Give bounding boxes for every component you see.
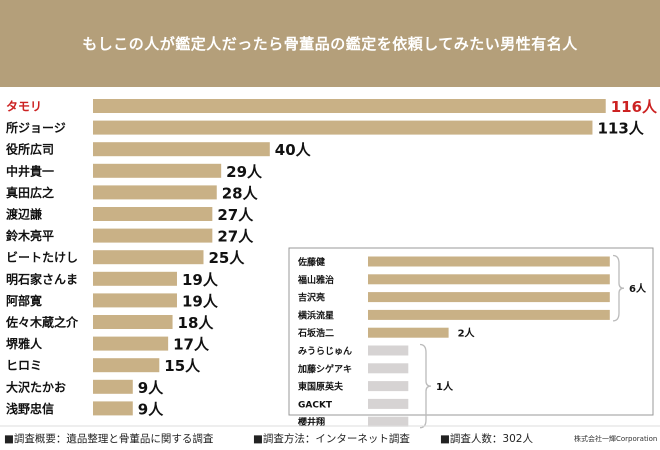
inset-bar — [368, 398, 409, 409]
value-label: 9人 — [138, 400, 164, 418]
inset-category-label: 福山雅治 — [297, 274, 334, 286]
inset-value-label: 1人 — [436, 380, 454, 393]
inset-bar — [368, 274, 610, 285]
category-label: 渡辺謙 — [6, 207, 42, 222]
category-label: タモリ — [6, 100, 42, 114]
chart-title: もしこの人が鑑定人だったら骨董品の鑑定を依頼してみたい男性有名人 — [82, 35, 578, 53]
inset-category-label: 加藤シゲアキ — [297, 363, 352, 375]
inset-bar — [368, 363, 409, 374]
survey-count-note: ■調査人数：302人 — [440, 433, 533, 445]
inset-bar — [368, 345, 409, 356]
category-label: 中井貴一 — [6, 163, 54, 178]
category-label: 役所広司 — [6, 142, 54, 157]
inset-value-label: 6人 — [629, 282, 647, 295]
value-label: 113人 — [597, 120, 644, 138]
bar — [93, 228, 213, 243]
bar — [93, 271, 177, 286]
category-label: ビートたけし — [6, 250, 78, 265]
value-label: 15人 — [164, 357, 201, 375]
bar — [93, 379, 133, 394]
bar — [93, 336, 169, 351]
category-label: 浅野忠信 — [6, 401, 54, 416]
bar — [93, 358, 160, 373]
company-credit: 株式会社一輝Corporation — [574, 435, 658, 443]
inset-bar — [368, 309, 610, 320]
value-label: 27人 — [217, 206, 254, 224]
bar — [93, 185, 217, 200]
bar — [93, 250, 204, 265]
inset-category-label: 吉沢亮 — [298, 292, 325, 304]
category-label: 鈴木亮平 — [6, 228, 54, 243]
inset-bar — [368, 381, 409, 392]
inset-bar — [368, 327, 449, 338]
value-label: 40人 — [275, 141, 312, 159]
inset-value-label: 2人 — [458, 327, 476, 340]
inset-category-label: 東国原英夫 — [298, 381, 344, 393]
bar — [93, 120, 593, 135]
category-label: 明石家さんま — [6, 271, 78, 286]
survey-summary-note: ■調査概要：遺品整理と骨董品に関する調査 — [4, 433, 214, 445]
value-label: 19人 — [182, 292, 219, 310]
category-label: 大沢たかお — [6, 379, 66, 394]
bar — [93, 315, 173, 329]
footer: ■調査概要：遺品整理と骨董品に関する調査 ■調査方法：インターネット調査 ■調査… — [0, 428, 660, 450]
value-label: 28人 — [222, 184, 259, 202]
survey-method-note: ■調査方法：インターネット調査 — [253, 433, 410, 445]
inset-bar — [368, 292, 610, 303]
inset-category-label: GACKT — [298, 400, 333, 410]
inset-category-label: 佐藤健 — [297, 256, 325, 268]
inset-category-label: 横浜流星 — [298, 309, 334, 321]
bar — [93, 163, 222, 178]
category-label: 堺雅人 — [6, 336, 43, 351]
value-label: 9人 — [138, 379, 164, 397]
value-label: 29人 — [226, 163, 263, 181]
category-label: 佐々木蔵之介 — [5, 315, 79, 330]
category-label: 阿部寛 — [6, 293, 42, 308]
bar — [93, 99, 606, 113]
value-label: 18人 — [178, 314, 215, 332]
inset-category-label: みうらじゅん — [298, 346, 352, 357]
inset-bar — [368, 416, 409, 427]
value-label: 19人 — [182, 271, 219, 289]
bar — [93, 207, 213, 221]
bar — [93, 142, 270, 157]
category-label: 所ジョージ — [6, 120, 66, 135]
bar — [93, 293, 177, 308]
value-label: 17人 — [173, 336, 210, 354]
category-label: ヒロミ — [6, 359, 42, 373]
header-banner: もしこの人が鑑定人だったら骨董品の鑑定を依頼してみたい男性有名人 — [0, 0, 660, 87]
value-label: 25人 — [209, 249, 246, 267]
value-label: 116人 — [611, 98, 658, 116]
group-brace — [419, 343, 432, 429]
value-label: 27人 — [217, 228, 254, 246]
inset-category-label: 櫻井翔 — [297, 416, 325, 428]
inset-bar — [368, 256, 610, 267]
inset-category-label: 石坂浩二 — [297, 327, 334, 339]
category-label: 真田広之 — [6, 185, 54, 200]
group-brace — [612, 254, 625, 322]
bar — [93, 401, 133, 416]
